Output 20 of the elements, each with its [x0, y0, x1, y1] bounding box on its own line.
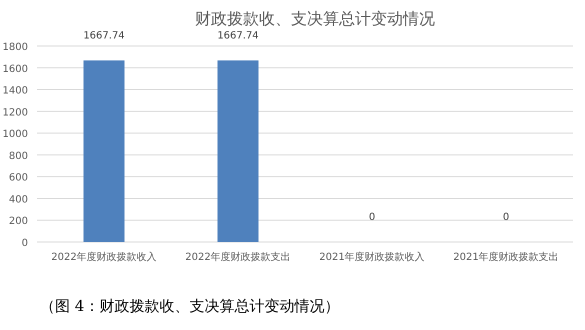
chart-title: 财政拨款收、支决算总计变动情况	[195, 9, 435, 28]
x-tick-label: 2022年度财政拨款收入	[51, 251, 157, 263]
y-tick-label: 1400	[2, 86, 28, 97]
y-tick-label: 600	[8, 172, 28, 184]
y-tick-label: 800	[8, 150, 28, 162]
data-label: 0	[502, 212, 510, 223]
data-label: 1667.74	[83, 30, 125, 42]
y-tick-label: 1600	[2, 64, 28, 75]
y-tick-label: 1800	[2, 42, 28, 53]
y-tick-label: 200	[8, 216, 28, 228]
y-tick-label: 400	[8, 194, 28, 206]
y-tick-label: 1200	[2, 107, 28, 118]
y-tick-label: 1000	[2, 129, 28, 140]
data-label: 0	[368, 212, 376, 223]
data-label: 1667.74	[217, 30, 259, 42]
y-tick-label: 0	[22, 238, 28, 249]
text: （图 4：财政拨款收、支决算总计变动情况）	[40, 297, 340, 315]
x-tick-label: 2021年度财政拨款支出	[453, 251, 559, 263]
x-tick-label: 2021年度财政拨款收入	[319, 251, 425, 263]
x-tick-label: 2022年度财政拨款支出	[185, 251, 291, 263]
